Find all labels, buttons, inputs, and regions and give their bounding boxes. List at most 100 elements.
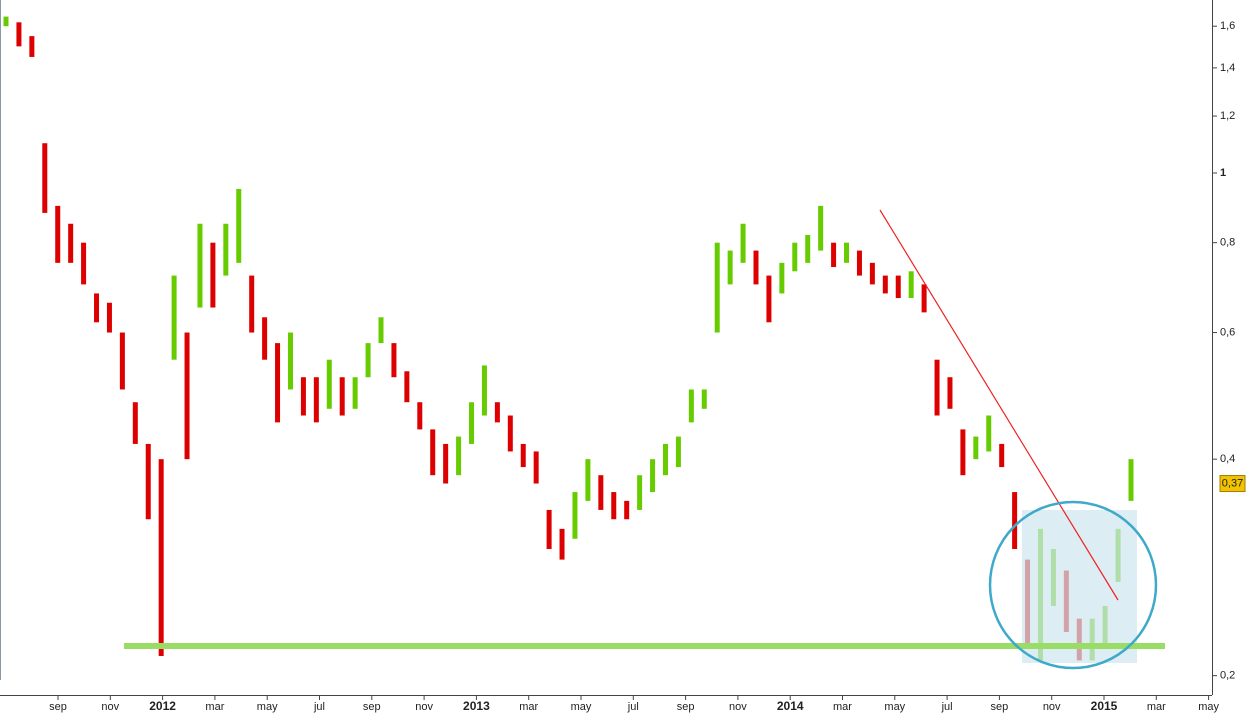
x-tick-label: sep: [677, 701, 695, 713]
x-tick-label: may: [884, 701, 905, 713]
price-bar: [68, 223, 74, 263]
price-bar: [973, 436, 979, 460]
x-tick-label: sep: [49, 701, 67, 713]
price-bar: [210, 242, 216, 308]
price-bar: [106, 302, 112, 333]
x-tick-label: 2015: [1091, 699, 1118, 713]
price-bar: [287, 332, 293, 390]
y-tick-label: 0,6: [1220, 326, 1235, 338]
price-bar: [520, 443, 526, 468]
price-bar: [223, 223, 229, 276]
price-bar: [895, 275, 901, 299]
x-tick-label: 2014: [777, 699, 804, 713]
price-bar: [818, 205, 824, 251]
price-bar: [197, 223, 203, 308]
price-bar: [236, 189, 242, 263]
price-bar: [494, 402, 500, 423]
x-tick-label: may: [571, 701, 592, 713]
price-bar: [184, 332, 190, 460]
price-bar: [275, 343, 281, 423]
x-tick-label: mar: [1147, 701, 1166, 713]
price-bar: [469, 402, 475, 444]
price-bar: [908, 271, 914, 299]
price-bar: [339, 377, 345, 416]
y-tick-label: 0,4: [1220, 453, 1235, 465]
price-bar: [960, 429, 966, 476]
x-tick-label: sep: [991, 701, 1009, 713]
price-bar: [94, 293, 100, 323]
price-bar: [533, 451, 539, 484]
price-bar: [171, 275, 177, 360]
price-bar: [430, 429, 436, 476]
price-bar: [391, 343, 397, 378]
price-bar: [714, 242, 720, 333]
price-bar: [81, 242, 87, 285]
price-bar: [779, 262, 785, 294]
price-bar: [507, 415, 513, 452]
current-price-box: [1219, 475, 1246, 493]
x-tick-label: nov: [415, 701, 433, 713]
price-bar: [1012, 492, 1018, 550]
price-bar: [262, 317, 268, 360]
price-bar: [559, 528, 565, 560]
price-bar: [145, 443, 151, 520]
x-tick-label: mar: [519, 701, 538, 713]
y-tick-label: 0,8: [1220, 237, 1235, 249]
price-bar: [481, 365, 487, 416]
x-tick-label: nov: [1043, 701, 1061, 713]
price-bar: [352, 377, 358, 409]
price-bar: [29, 36, 35, 57]
price-bar: [585, 459, 591, 501]
price-bar: [326, 359, 332, 409]
x-tick-label: 2012: [149, 699, 176, 713]
y-tick-label: 1,6: [1220, 20, 1235, 32]
price-bar: [831, 242, 837, 268]
x-tick-label: sep: [363, 701, 381, 713]
price-bar: [443, 443, 449, 484]
price-bar: [637, 475, 643, 510]
price-bar: [947, 377, 953, 409]
price-bar: [313, 377, 319, 423]
price-bar: [132, 402, 138, 444]
price-bar: [572, 492, 578, 539]
price-bar: [16, 22, 22, 47]
price-bar: [42, 143, 48, 213]
price-bar: [869, 262, 875, 285]
x-tick-label: may: [1198, 701, 1219, 713]
price-bar: [119, 332, 125, 390]
y-tick-label: 1,2: [1220, 110, 1235, 122]
price-bar: [844, 242, 850, 263]
price-bar: [1128, 459, 1134, 501]
price-bar: [856, 250, 862, 276]
price-bar: [300, 377, 306, 416]
x-tick-label: may: [257, 701, 278, 713]
price-bar: [3, 16, 9, 27]
trend-line: [879, 209, 1119, 601]
x-tick-label: jul: [941, 701, 953, 713]
price-bar: [701, 389, 707, 409]
price-bar: [688, 389, 694, 423]
x-tick-label: nov: [101, 701, 119, 713]
price-bar: [249, 275, 255, 333]
price-bar: [882, 275, 888, 294]
price-bar: [55, 205, 61, 263]
price-bar: [378, 317, 384, 344]
x-tick-label: nov: [729, 701, 747, 713]
x-tick-label: mar: [205, 701, 224, 713]
price-bar: [456, 436, 462, 476]
price-bar: [921, 284, 927, 313]
price-bar: [546, 509, 552, 550]
price-bar: [792, 242, 798, 272]
price-bar: [650, 459, 656, 493]
highlight-circle: [988, 500, 1158, 670]
price-bar: [624, 500, 630, 520]
y-tick-label: 1,4: [1220, 62, 1235, 74]
current-price-label: 0,37: [1222, 477, 1243, 489]
price-bar: [365, 343, 371, 378]
price-bar: [934, 359, 940, 416]
highlight-box: [1022, 510, 1137, 663]
x-tick-label: jul: [627, 701, 639, 713]
price-bar: [986, 415, 992, 452]
price-bar: [753, 250, 759, 285]
